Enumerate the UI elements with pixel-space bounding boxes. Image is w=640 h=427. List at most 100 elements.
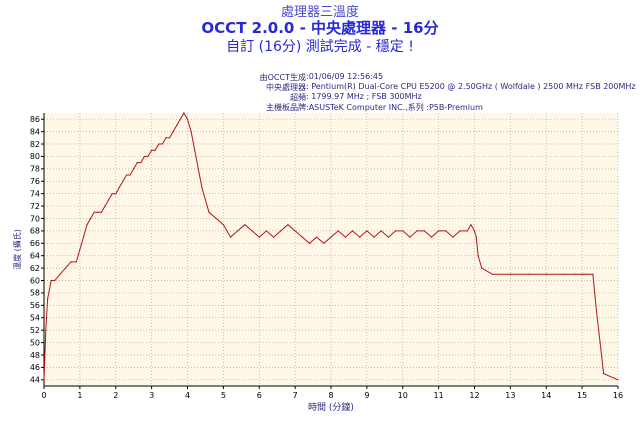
data-point (258, 236, 260, 238)
data-points (43, 112, 619, 381)
data-point (100, 211, 102, 213)
data-point (143, 155, 146, 158)
y-tick-label: 68 (30, 227, 40, 236)
data-point (527, 273, 529, 275)
x-tick-label: 8 (328, 391, 333, 400)
data-point (344, 236, 346, 238)
data-point (366, 230, 368, 232)
data-point (161, 143, 163, 145)
data-point (122, 180, 124, 182)
data-point (111, 193, 113, 195)
data-point (186, 118, 189, 120)
data-point (337, 230, 339, 232)
data-point (229, 236, 232, 238)
y-tick-label: 86 (30, 115, 40, 124)
data-point (158, 143, 160, 145)
info-value: : Pentium(R) Dual-Core CPU E5200 @ 2.50G… (306, 82, 636, 91)
data-point (509, 273, 511, 275)
y-tick-label: 72 (30, 202, 40, 211)
data-point (581, 273, 583, 275)
data-point (125, 174, 128, 176)
data-point (222, 224, 224, 226)
data-point (82, 236, 85, 238)
data-point (168, 137, 171, 139)
data-point (491, 273, 494, 275)
data-point (251, 230, 253, 232)
data-point (54, 279, 56, 282)
y-tick-label: 62 (30, 264, 40, 273)
data-point (599, 341, 601, 344)
data-point (140, 162, 142, 164)
plot-area (44, 113, 618, 386)
data-point (208, 211, 210, 213)
data-point (133, 168, 135, 170)
data-point (423, 230, 425, 232)
y-tick-label: 50 (30, 338, 40, 347)
data-point (183, 112, 185, 114)
x-tick-label: 3 (149, 391, 154, 400)
data-point (438, 230, 440, 232)
data-point (97, 211, 99, 213)
y-tick-label: 82 (30, 140, 40, 149)
series-line (43, 112, 619, 381)
y-tick-label: 84 (30, 127, 40, 136)
x-tick-label: 7 (293, 391, 298, 400)
data-point (473, 230, 476, 232)
data-point (409, 236, 411, 238)
data-point (136, 162, 138, 164)
y-tick-label: 48 (30, 351, 40, 360)
y-tick-label: 60 (30, 276, 40, 285)
x-tick-label: 14 (541, 391, 551, 400)
info-key: 超頻 (290, 93, 306, 102)
data-point (280, 230, 282, 232)
data-point (201, 186, 203, 189)
data-point (64, 267, 67, 269)
test-status: 自訂 (16分) 測試完成 - 穩定 ! (226, 39, 414, 55)
data-point (294, 230, 296, 232)
data-point (592, 273, 594, 275)
x-tick-label: 15 (577, 391, 587, 400)
info-key: 由OCCT生成 (259, 73, 306, 82)
data-point (104, 205, 106, 207)
data-point (45, 329, 47, 331)
data-point (204, 199, 207, 201)
data-point (90, 217, 92, 220)
data-point (115, 193, 117, 195)
info-value: :01/06/09 12:56:45 (306, 72, 384, 81)
data-point (466, 230, 468, 232)
data-point (316, 236, 318, 238)
info-key: 主機板品牌 (266, 103, 306, 112)
data-point (475, 236, 477, 238)
grid-lines (43, 113, 619, 386)
y-tick-label: 54 (30, 314, 40, 323)
info-key: 中央處理器 (266, 83, 306, 92)
y-tick-label: 58 (30, 289, 40, 298)
y-tick-label: 66 (30, 239, 40, 248)
data-point (273, 236, 275, 238)
data-point (308, 242, 311, 244)
data-point (323, 242, 325, 244)
chart-subtitle: OCCT 2.0.0 - 中央處理器 - 16分 (201, 19, 439, 37)
data-point (79, 248, 81, 251)
x-tick-label: 9 (364, 391, 369, 400)
data-point (172, 131, 174, 133)
data-point (477, 255, 479, 257)
data-point (70, 261, 72, 263)
data-point (176, 124, 178, 127)
y-tick-label: 78 (30, 165, 40, 174)
x-axis-label: 時間 (分鐘) (308, 401, 354, 413)
x-tick-label: 2 (113, 391, 118, 400)
x-tick-label: 16 (613, 391, 623, 400)
data-point (330, 236, 332, 238)
y-tick-label: 76 (30, 177, 40, 186)
data-point (215, 217, 217, 220)
x-tick-label: 10 (398, 391, 408, 400)
data-point (46, 298, 49, 300)
data-point (301, 236, 303, 238)
data-point (190, 131, 192, 133)
data-point (351, 230, 354, 232)
data-point (430, 236, 433, 238)
data-point (470, 224, 472, 226)
data-point (416, 230, 418, 232)
data-point (265, 230, 268, 232)
